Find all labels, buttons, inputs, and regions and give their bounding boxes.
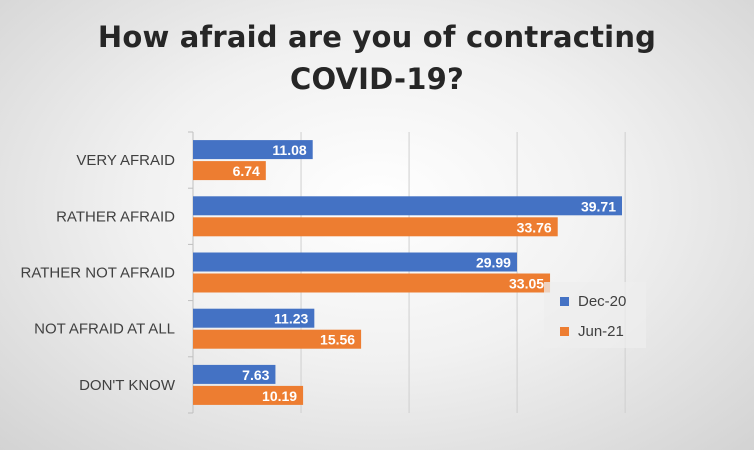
legend-label: Jun-21 bbox=[578, 323, 624, 340]
data-label: 29.99 bbox=[476, 255, 511, 271]
category-label: NOT AFRAID AT ALL bbox=[34, 321, 175, 338]
data-label: 39.71 bbox=[581, 198, 616, 214]
data-label: 15.56 bbox=[320, 332, 355, 348]
legend-label: Dec-20 bbox=[578, 293, 626, 310]
bar-jun-21 bbox=[193, 329, 362, 349]
data-label: 33.76 bbox=[517, 219, 552, 235]
bar-dec-20 bbox=[193, 308, 315, 328]
category-label: VERY AFRAID bbox=[76, 152, 175, 169]
chart-title-line-2: COVID-19? bbox=[289, 62, 465, 96]
category-label: RATHER AFRAID bbox=[56, 208, 175, 225]
data-label: 11.23 bbox=[274, 311, 308, 327]
data-label: 7.63 bbox=[242, 367, 269, 383]
category-label: RATHER NOT AFRAID bbox=[21, 265, 176, 282]
bar-jun-21 bbox=[193, 273, 551, 293]
bar-jun-21 bbox=[193, 385, 304, 405]
bar-dec-20 bbox=[193, 196, 622, 216]
data-label: 11.08 bbox=[272, 142, 306, 158]
chart-title-line-1: How afraid are you of contracting bbox=[97, 20, 657, 54]
bar-jun-21 bbox=[193, 217, 558, 237]
data-label: 33.05 bbox=[509, 276, 544, 292]
data-label: 10.19 bbox=[262, 388, 297, 404]
category-label: DON'T KNOW bbox=[79, 377, 176, 394]
data-label: 6.74 bbox=[233, 163, 260, 179]
legend-box bbox=[544, 282, 646, 348]
bar-dec-20 bbox=[193, 140, 313, 160]
legend-swatch bbox=[560, 297, 569, 306]
bar-dec-20 bbox=[193, 364, 276, 384]
bar-dec-20 bbox=[193, 252, 517, 272]
bar-jun-21 bbox=[193, 161, 266, 181]
legend-swatch bbox=[560, 327, 569, 336]
